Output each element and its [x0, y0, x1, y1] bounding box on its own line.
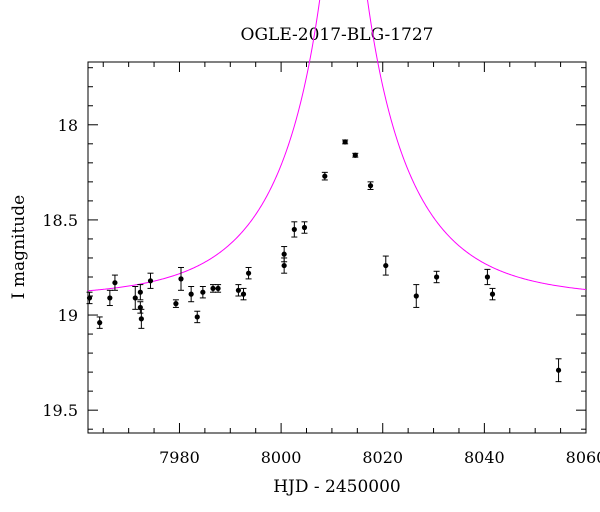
data-point-marker	[342, 139, 348, 145]
x-tick-label: 8060	[566, 448, 600, 467]
data-point	[240, 287, 247, 301]
data-point-marker	[200, 289, 206, 295]
data-point	[106, 289, 113, 307]
y-axis-label: I magnitude	[9, 195, 29, 299]
y-tick-label: 18	[58, 116, 78, 135]
data-point	[111, 274, 118, 291]
data-point	[342, 139, 349, 145]
data-point-marker	[245, 270, 252, 276]
data-point-marker	[215, 285, 221, 292]
data-point-marker	[434, 274, 440, 280]
data-point-marker	[147, 278, 154, 284]
data-point	[137, 301, 144, 314]
chart-title: OGLE-2017-BLG-1727	[241, 25, 434, 45]
data-point-marker	[138, 316, 144, 322]
data-point-marker	[367, 183, 374, 189]
data-point-marker	[301, 224, 308, 231]
data-point	[321, 171, 328, 181]
y-tick-label: 19.5	[42, 401, 78, 420]
data-point	[132, 286, 139, 310]
data-point-marker	[281, 262, 287, 269]
data-point-marker	[210, 285, 216, 292]
data-point-marker	[240, 291, 247, 297]
data-point	[281, 257, 288, 274]
data-point	[172, 299, 179, 308]
data-point-marker	[137, 289, 143, 295]
data-point-marker	[97, 320, 103, 326]
data-point	[210, 284, 217, 293]
data-point	[291, 221, 298, 238]
y-tick-label: 18.5	[42, 211, 78, 230]
data-point	[188, 286, 195, 303]
data-point	[413, 284, 420, 308]
data-point	[484, 268, 491, 286]
data-point-marker	[178, 276, 184, 282]
data-point-marker	[555, 367, 562, 373]
y-tick-labels: 18 18.5 19 19.5	[42, 116, 78, 420]
data-point	[86, 291, 93, 305]
x-tick-label: 8000	[261, 448, 302, 467]
x-tick-label: 7980	[159, 448, 200, 467]
data-point-marker	[484, 274, 491, 280]
data-point-marker	[352, 152, 358, 158]
data-point-marker	[137, 304, 143, 311]
data-point	[555, 358, 562, 383]
data-point-marker	[86, 295, 93, 301]
data-point	[301, 221, 308, 234]
data-point	[433, 270, 440, 284]
data-point	[367, 181, 374, 190]
data-point-marker	[413, 293, 419, 299]
data-point	[489, 287, 496, 301]
data-point-marker	[194, 314, 200, 320]
data-point	[177, 266, 184, 291]
data-point	[194, 310, 201, 324]
data-point-marker	[235, 287, 242, 293]
data-point-marker	[173, 301, 179, 307]
data-point-marker	[291, 226, 297, 233]
data-point	[96, 316, 103, 329]
data-point	[352, 152, 359, 158]
data-point	[245, 266, 252, 280]
x-tick-labels: 7980 8000 8020 8040 8060	[159, 448, 600, 467]
data-point-marker	[322, 173, 328, 179]
data-point-marker	[107, 295, 113, 301]
data-point-marker	[489, 291, 496, 297]
y-tick-label: 19	[58, 306, 78, 325]
model-curve	[87, 0, 587, 292]
data-point	[199, 286, 206, 299]
data-point-marker	[188, 291, 194, 297]
data-point	[382, 255, 389, 276]
data-point-marker	[112, 280, 118, 286]
data-point	[215, 284, 222, 293]
x-tick-label: 8040	[464, 448, 505, 467]
x-tick-label: 8020	[362, 448, 403, 467]
data-point	[235, 284, 242, 297]
data-point	[147, 272, 154, 289]
data-points	[86, 139, 562, 383]
data-point	[137, 284, 144, 301]
axis-ticks	[88, 62, 587, 433]
data-point	[281, 246, 288, 263]
x-axis-label: HJD - 2450000	[273, 477, 401, 497]
data-point-marker	[383, 262, 389, 269]
plot-frame	[87, 61, 587, 434]
data-point-marker	[281, 251, 287, 257]
data-point	[138, 308, 145, 329]
data-point-marker	[132, 295, 138, 301]
